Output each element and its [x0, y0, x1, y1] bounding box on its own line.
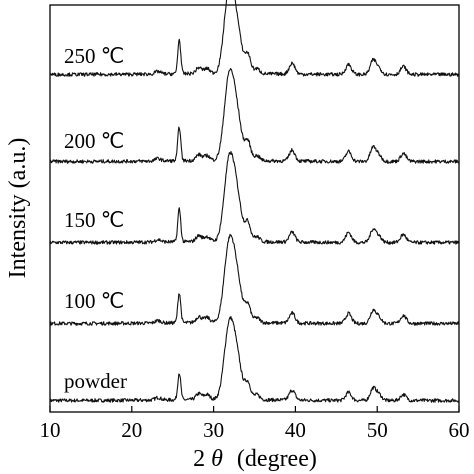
- series-label: 250 ℃: [64, 44, 124, 68]
- series-label-group: powder 100 ℃ 150 ℃ 200 ℃ 250 ℃: [64, 44, 127, 393]
- x-axis-title-prefix: 2: [193, 446, 205, 472]
- series-label: 200 ℃: [64, 129, 124, 153]
- series-label: 150 ℃: [64, 208, 124, 232]
- x-tick-label: 60: [449, 418, 470, 442]
- x-tick-label: 20: [121, 418, 142, 442]
- trace-150-: [49, 150, 460, 245]
- x-axis-title: 2 θ (degree): [193, 446, 317, 472]
- x-axis-title-suffix: (degree): [237, 446, 317, 472]
- trace-250-: [49, 0, 460, 77]
- series-label: powder: [64, 369, 127, 393]
- x-tick-label: 40: [285, 418, 306, 442]
- trace-group: [49, 0, 460, 403]
- x-tick-label: 50: [367, 418, 388, 442]
- x-tick-group: 10 20 30 40 50 60: [40, 406, 470, 442]
- trace-powder: [49, 316, 460, 403]
- series-label: 100 ℃: [64, 289, 124, 313]
- x-tick-label: 10: [40, 418, 61, 442]
- x-axis-title-symbol: θ: [211, 446, 223, 472]
- y-axis-title: Intensity (a.u.): [5, 138, 31, 279]
- trace-200-: [49, 68, 460, 164]
- plot-frame: [49, 4, 460, 413]
- x-tick-label: 30: [203, 418, 224, 442]
- trace-100-: [49, 233, 460, 326]
